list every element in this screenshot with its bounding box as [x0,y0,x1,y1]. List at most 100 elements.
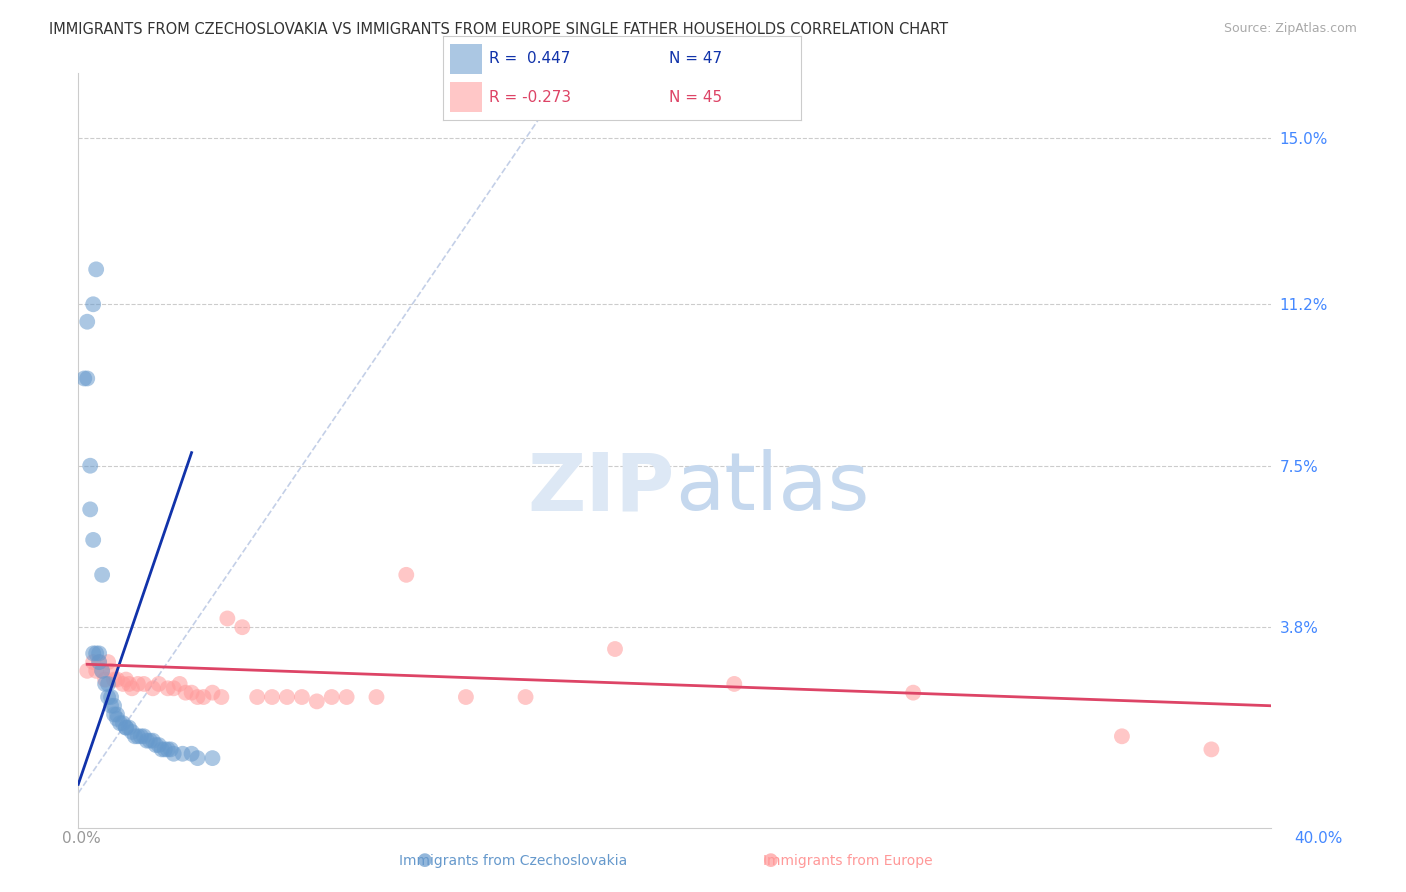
Point [79,502,101,516]
Point [209,690,232,704]
Point [115,721,138,735]
Point [169,677,191,691]
Point [89,655,111,669]
Point [115,721,138,735]
Text: Immigrants from Czechoslovakia: Immigrants from Czechoslovakia [399,855,627,868]
Point [142,733,165,747]
Point [1111,729,1133,743]
Text: N = 45: N = 45 [669,89,721,104]
Point [172,747,194,761]
Point [231,620,253,634]
Point [73,371,96,385]
Point [366,690,388,704]
Point [89,655,111,669]
Point [180,747,202,761]
Point [76,315,98,329]
Point [79,458,101,473]
Point [187,751,209,765]
Point [201,686,224,700]
Bar [450,82,482,112]
Point [94,673,117,687]
Point [111,716,134,731]
Point [174,686,197,700]
Text: ●: ● [416,851,433,869]
Point [127,729,149,743]
Point [132,729,155,743]
Point [82,646,104,660]
Point [291,690,314,704]
Point [142,681,165,696]
Point [129,729,152,743]
Text: 0.0%: 0.0% [62,831,101,846]
Point [118,677,141,691]
Point [121,725,143,739]
Point [180,686,202,700]
Point [111,677,134,691]
Point [193,690,215,704]
Point [148,738,170,752]
Text: Immigrants from Europe: Immigrants from Europe [763,855,932,868]
Text: ●: ● [762,851,779,869]
Point [148,677,170,691]
Point [156,742,179,756]
Point [132,677,155,691]
Point [246,690,269,704]
Point [84,664,107,678]
Point [276,690,298,704]
Point [100,698,122,713]
Point [127,677,149,691]
Point [121,681,143,696]
Point [145,738,167,752]
Point [91,664,114,678]
Point [115,673,138,687]
Point [1201,742,1223,756]
Point [108,716,131,731]
Text: Source: ZipAtlas.com: Source: ZipAtlas.com [1223,22,1357,36]
Point [105,673,128,687]
Point [100,664,122,678]
Point [105,712,128,726]
Point [82,655,104,669]
Text: N = 47: N = 47 [669,52,721,67]
Point [156,681,179,696]
Text: ZIP: ZIP [527,450,675,527]
Point [97,655,120,669]
Point [305,694,328,708]
Point [118,721,141,735]
Point [901,686,924,700]
Point [135,733,157,747]
Point [321,690,343,704]
Point [159,742,181,756]
Point [139,733,162,747]
Point [84,646,107,660]
Point [723,677,745,691]
Point [150,742,173,756]
Text: R = -0.273: R = -0.273 [489,89,572,104]
Text: atlas: atlas [675,450,869,527]
Point [163,681,186,696]
Point [103,698,125,713]
Point [201,751,224,765]
Point [97,677,120,691]
Point [124,729,146,743]
Point [105,707,128,722]
Point [94,677,117,691]
Point [89,646,111,660]
Point [603,642,626,657]
Point [82,297,104,311]
Point [103,707,125,722]
Point [515,690,537,704]
Point [76,371,98,385]
Point [163,747,186,761]
Point [91,664,114,678]
Point [395,567,418,582]
Point [262,690,284,704]
Point [100,690,122,704]
Text: 40.0%: 40.0% [1295,831,1343,846]
Point [217,611,239,625]
Point [82,533,104,547]
Text: R =  0.447: R = 0.447 [489,52,571,67]
Point [91,567,114,582]
Point [187,690,209,704]
Point [103,673,125,687]
